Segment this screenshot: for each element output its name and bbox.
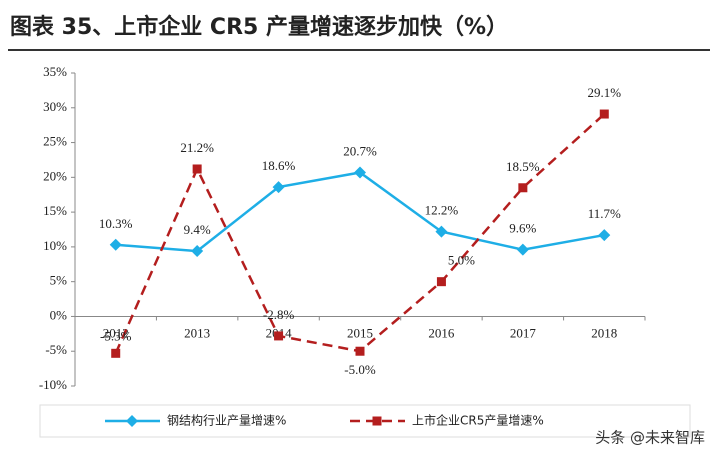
data-label: 18.5% (506, 159, 540, 174)
data-point (435, 225, 448, 238)
legend-marker (372, 416, 382, 426)
y-tick-label: 35% (43, 64, 67, 79)
x-tick-label: 2016 (428, 325, 455, 340)
y-tick-label: 15% (43, 203, 67, 218)
data-label: 12.2% (425, 203, 459, 218)
data-point (516, 243, 529, 256)
y-tick-label: 5% (50, 273, 68, 288)
data-point (598, 229, 611, 242)
x-tick-label: 2017 (510, 325, 537, 340)
series-line (115, 171, 605, 253)
watermark: 头条 @未来智库 (595, 429, 705, 447)
x-tick-label: 2018 (591, 325, 617, 340)
data-label: 10.3% (99, 216, 133, 231)
data-label: 11.7% (588, 206, 621, 221)
data-label: 5.0% (448, 253, 475, 268)
y-tick-label: -5% (45, 342, 67, 357)
data-point (109, 238, 122, 251)
data-point (272, 181, 285, 194)
chart-title: 图表 35、上市企业 CR5 产量增速逐步加快（%） (10, 14, 508, 40)
legend-box (39, 404, 691, 438)
data-point (191, 245, 204, 258)
data-label: -5.0% (344, 362, 376, 377)
data-label: 18.6% (262, 158, 296, 173)
y-tick-label: -10% (39, 377, 67, 392)
legend-label: 钢结构行业产量增速% (167, 413, 286, 428)
y-tick-label: 0% (50, 307, 68, 322)
x-tick-label: 2015 (347, 325, 373, 340)
data-point (274, 331, 284, 341)
data-point (518, 183, 528, 193)
y-tick-label: 10% (43, 238, 67, 253)
data-label: -5.3% (100, 328, 132, 343)
data-point (355, 346, 365, 356)
legend-marker (126, 415, 138, 427)
x-tick-label: 2013 (184, 325, 210, 340)
data-label: 29.1% (587, 85, 621, 100)
data-label: 21.2% (180, 140, 214, 155)
data-point (192, 164, 202, 174)
y-tick-label: 20% (43, 168, 67, 183)
y-tick-label: 30% (43, 99, 67, 114)
data-label: 20.7% (343, 143, 377, 158)
legend-label: 上市企业CR5产量增速% (412, 413, 544, 428)
data-point (599, 109, 609, 119)
y-tick-label: 25% (43, 134, 67, 149)
data-point (354, 166, 366, 179)
data-point (111, 348, 121, 358)
data-label: 9.4% (184, 222, 211, 237)
data-label: -2.8% (263, 307, 295, 322)
data-point (436, 277, 446, 287)
data-label: 9.6% (509, 221, 536, 236)
